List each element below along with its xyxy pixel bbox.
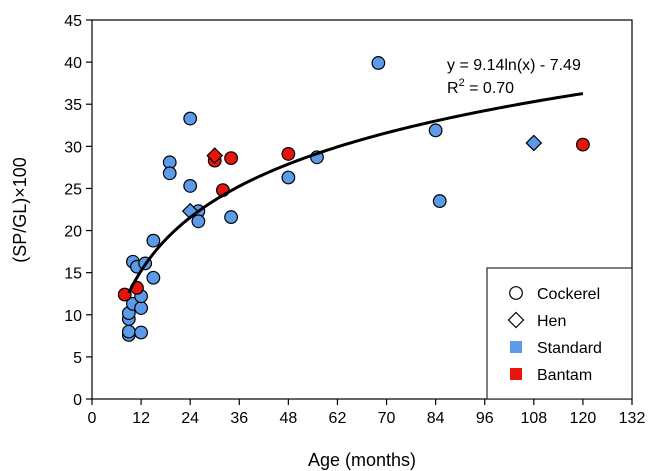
x-axis-label: Age (months) — [308, 450, 416, 470]
trendline — [127, 92, 584, 294]
legend-diamond-icon — [507, 311, 525, 329]
y-tick-label: 40 — [64, 55, 82, 72]
x-axis-ticks: 0 12 24 36 48 62 70 84 96 108 120 132 — [88, 399, 646, 427]
legend-label: Hen — [537, 313, 566, 330]
data-point — [371, 56, 386, 70]
y-tick-label: 5 — [73, 350, 82, 367]
data-point — [183, 179, 198, 193]
data-point — [224, 151, 238, 166]
data-point — [432, 194, 447, 208]
data-point — [134, 325, 148, 340]
data-point — [428, 123, 443, 138]
y-tick-label: 0 — [73, 392, 82, 409]
x-tick-label: 0 — [88, 410, 97, 427]
data-point — [281, 147, 296, 161]
data-point — [117, 287, 132, 302]
data-point — [121, 324, 136, 339]
y-axis-label: (SP/GL)×100 — [10, 157, 30, 263]
legend: Cockerel Hen Standard Bantam — [486, 267, 633, 400]
y-tick-label: 45 — [64, 13, 82, 30]
x-tick-label: 12 — [132, 410, 150, 427]
data-points — [117, 56, 590, 342]
data-point — [206, 147, 224, 164]
data-point — [134, 301, 148, 315]
data-point — [525, 134, 543, 152]
y-tick-label: 20 — [64, 224, 82, 241]
x-tick-label: 24 — [181, 410, 199, 427]
y-tick-label: 35 — [64, 97, 82, 114]
data-point — [281, 170, 296, 185]
trendline-equation: y = 9.14ln(x) - 7.49 — [447, 57, 581, 74]
x-tick-label: 132 — [619, 410, 646, 427]
x-tick-label: 108 — [520, 410, 547, 427]
x-tick-label: 36 — [230, 410, 248, 427]
data-point — [146, 270, 161, 285]
y-tick-label: 15 — [64, 266, 82, 283]
data-point — [183, 111, 198, 126]
x-tick-label: 48 — [279, 410, 297, 427]
data-point — [162, 166, 177, 181]
legend-square-icon — [510, 341, 522, 353]
data-point — [224, 210, 238, 224]
legend-label: Cockerel — [537, 286, 600, 303]
data-point — [191, 214, 206, 229]
r2-superscript: 2 — [459, 77, 465, 89]
y-tick-label: 30 — [64, 139, 82, 156]
plot-frame — [91, 19, 633, 400]
legend-items: Cockerel Hen Standard Bantam — [507, 286, 602, 384]
y-axis-ticks: 0 5 10 15 20 25 30 35 40 45 — [64, 13, 92, 409]
r2-suffix: = 0.70 — [465, 80, 514, 97]
data-point — [576, 137, 590, 152]
x-tick-label: 120 — [570, 410, 597, 427]
legend-label: Bantam — [537, 367, 592, 384]
x-tick-label: 62 — [329, 410, 347, 427]
x-tick-label: 84 — [427, 410, 445, 427]
y-tick-label: 25 — [64, 181, 82, 198]
x-tick-label: 70 — [378, 410, 396, 427]
trendline-r-squared: R2 = 0.70 — [447, 77, 514, 97]
legend-square-icon — [510, 368, 522, 380]
data-point — [146, 233, 161, 248]
r2-prefix: R — [447, 80, 459, 97]
x-tick-label: 96 — [476, 410, 494, 427]
y-tick-label: 10 — [64, 308, 82, 325]
legend-circle-icon — [509, 286, 523, 300]
legend-label: Standard — [537, 340, 602, 357]
